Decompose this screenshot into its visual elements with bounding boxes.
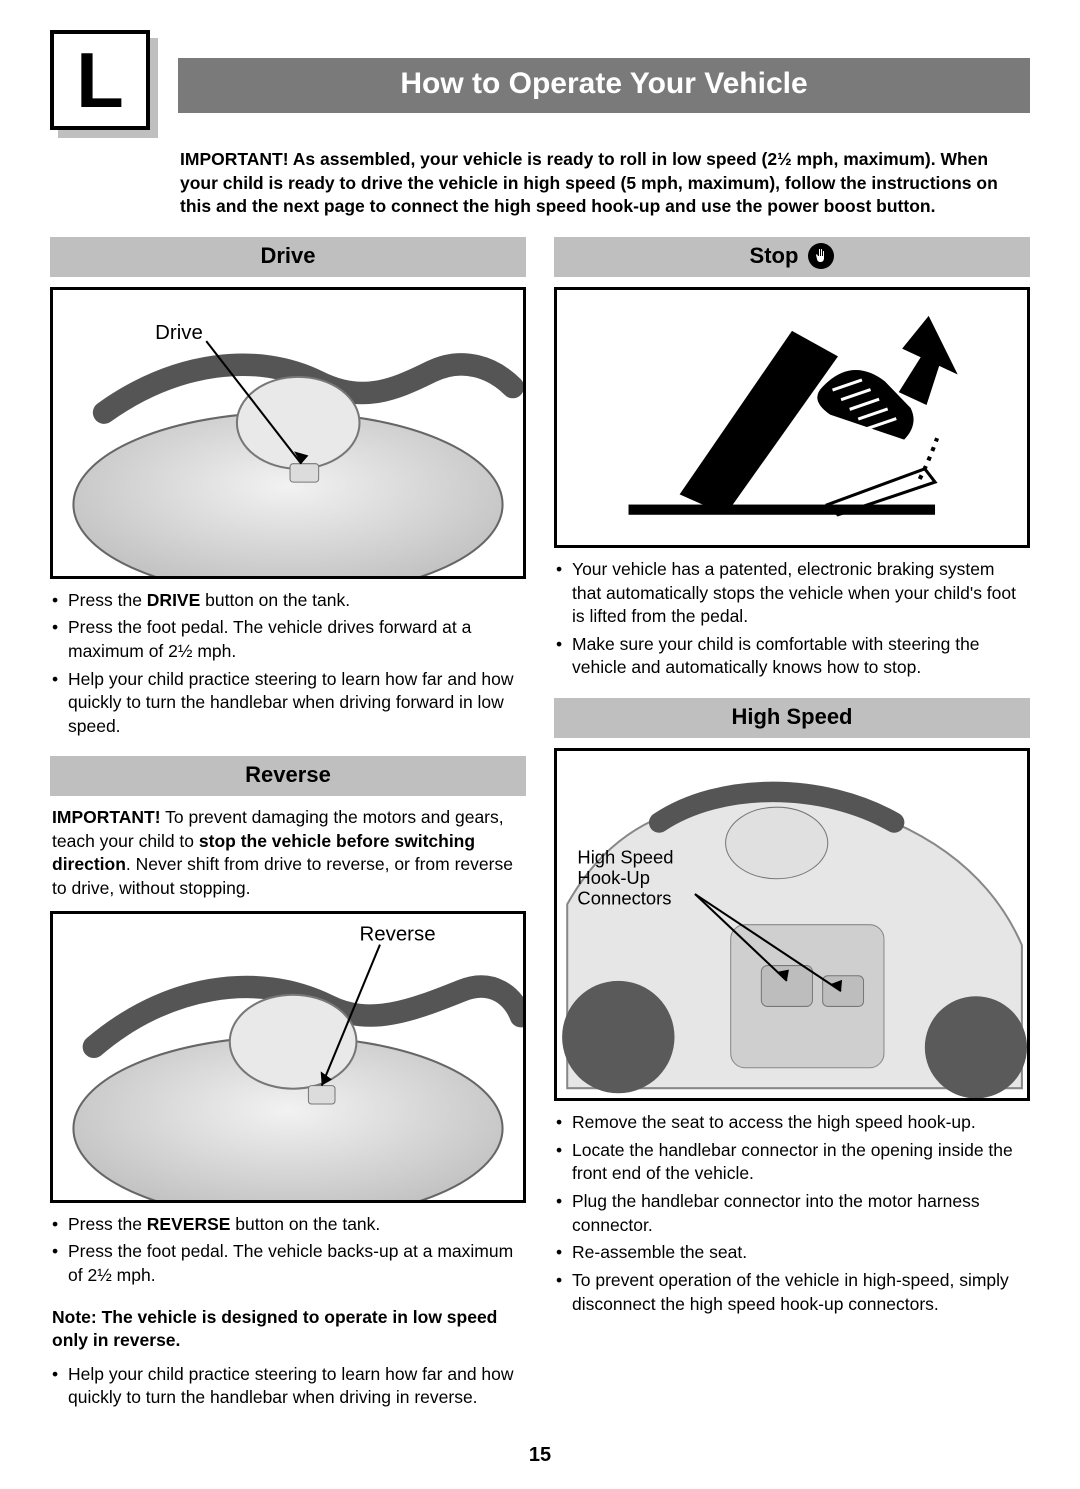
reverse-illustration: Reverse xyxy=(53,914,523,1200)
badge-letter: L xyxy=(76,41,124,119)
page-number: 15 xyxy=(50,1442,1030,1469)
reverse-bullets-2: Help your child practice steering to lea… xyxy=(50,1363,526,1410)
reverse-fig-label: Reverse xyxy=(360,923,436,945)
list-item: Plug the handlebar connector into the mo… xyxy=(556,1190,1028,1237)
stop-bullets: Your vehicle has a patented, electronic … xyxy=(554,558,1030,680)
svg-text:High Speed: High Speed xyxy=(577,846,673,867)
drive-heading: Drive xyxy=(260,241,315,271)
reverse-important: IMPORTANT! To prevent damaging the motor… xyxy=(52,806,524,901)
list-item: Remove the seat to access the high speed… xyxy=(556,1111,1028,1135)
list-item: Your vehicle has a patented, electronic … xyxy=(556,558,1028,629)
list-item: Locate the handlebar connector in the op… xyxy=(556,1139,1028,1186)
list-item: Press the REVERSE button on the tank. xyxy=(52,1213,524,1237)
highspeed-figure: High Speed Hook-Up Connectors xyxy=(554,748,1030,1101)
list-item: Help your child practice steering to lea… xyxy=(52,668,524,739)
stop-illustration xyxy=(557,290,1027,545)
left-column: Drive xyxy=(50,237,526,1428)
manual-page: L How to Operate Your Vehicle IMPORTANT!… xyxy=(0,0,1080,1489)
reverse-heading: Reverse xyxy=(245,760,331,790)
highspeed-heading-bar: High Speed xyxy=(554,698,1030,738)
stop-heading-bar: Stop xyxy=(554,237,1030,277)
reverse-figure: Reverse xyxy=(50,911,526,1203)
list-item: Press the DRIVE button on the tank. xyxy=(52,589,524,613)
stop-figure xyxy=(554,287,1030,548)
list-item: To prevent operation of the vehicle in h… xyxy=(556,1269,1028,1316)
badge-box: L xyxy=(50,30,150,130)
stop-heading: Stop xyxy=(750,241,799,271)
highspeed-heading: High Speed xyxy=(731,702,852,732)
list-item: Press the foot pedal. The vehicle drives… xyxy=(52,616,524,663)
reverse-note: Note: The vehicle is designed to operate… xyxy=(52,1306,524,1353)
drive-heading-bar: Drive xyxy=(50,237,526,277)
drive-illustration: Drive xyxy=(53,290,523,576)
list-item: Re-assemble the seat. xyxy=(556,1241,1028,1265)
svg-text:Connectors: Connectors xyxy=(577,887,671,908)
reverse-heading-bar: Reverse xyxy=(50,756,526,796)
page-title: How to Operate Your Vehicle xyxy=(400,67,807,100)
stop-hand-icon xyxy=(808,243,834,269)
drive-bullets: Press the DRIVE button on the tank. Press… xyxy=(50,589,526,739)
highspeed-bullets: Remove the seat to access the high speed… xyxy=(554,1111,1030,1316)
highspeed-illustration: High Speed Hook-Up Connectors xyxy=(557,751,1027,1098)
two-column-layout: Drive xyxy=(50,237,1030,1428)
reverse-bullets: Press the REVERSE button on the tank. Pre… xyxy=(50,1213,526,1288)
list-item: Help your child practice steering to lea… xyxy=(52,1363,524,1410)
header-row: L How to Operate Your Vehicle xyxy=(50,30,1030,140)
intro-paragraph: IMPORTANT! As assembled, your vehicle is… xyxy=(180,148,1030,219)
section-letter-badge: L xyxy=(50,30,160,140)
right-column: Stop xyxy=(554,237,1030,1428)
drive-fig-label: Drive xyxy=(155,322,203,344)
page-title-bar: How to Operate Your Vehicle xyxy=(178,58,1030,113)
drive-figure: Drive xyxy=(50,287,526,579)
list-item: Make sure your child is comfortable with… xyxy=(556,633,1028,680)
svg-text:Hook-Up: Hook-Up xyxy=(577,867,650,888)
list-item: Press the foot pedal. The vehicle backs-… xyxy=(52,1240,524,1287)
